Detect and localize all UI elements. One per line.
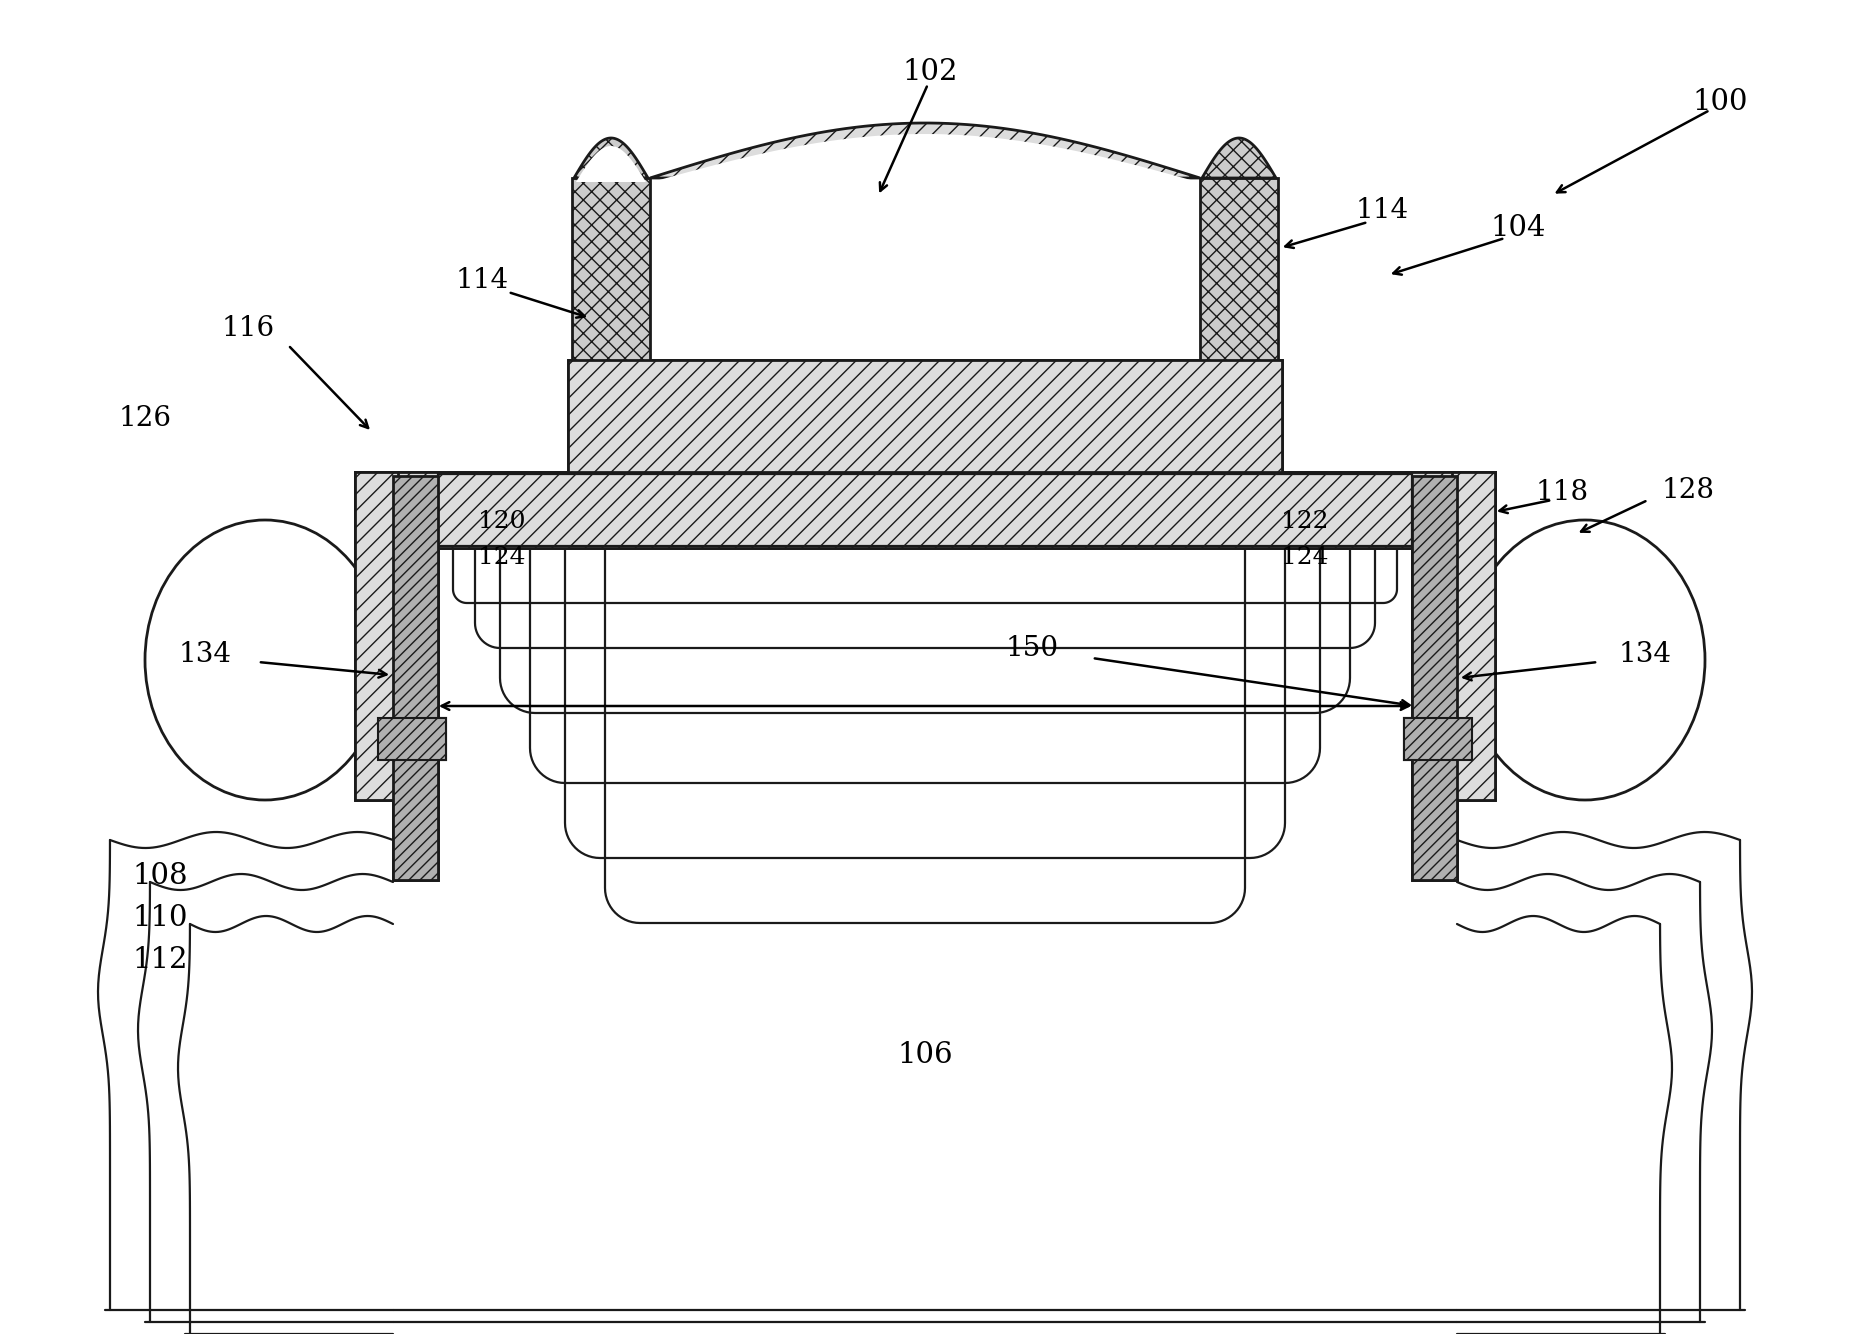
- Polygon shape: [572, 177, 650, 370]
- Polygon shape: [1164, 390, 1225, 418]
- Text: 116: 116: [222, 315, 274, 342]
- Polygon shape: [1055, 390, 1114, 418]
- Text: 134: 134: [178, 642, 231, 668]
- Polygon shape: [378, 718, 446, 760]
- Polygon shape: [900, 418, 940, 472]
- Text: 124: 124: [1281, 547, 1329, 570]
- Text: 128: 128: [1662, 476, 1714, 503]
- Polygon shape: [652, 133, 1198, 181]
- Polygon shape: [1405, 718, 1472, 760]
- Polygon shape: [1120, 418, 1161, 472]
- Polygon shape: [355, 472, 398, 800]
- Text: 134: 134: [1618, 642, 1671, 668]
- Polygon shape: [355, 472, 398, 800]
- Polygon shape: [955, 418, 996, 472]
- Polygon shape: [355, 472, 1496, 548]
- Polygon shape: [568, 360, 1283, 472]
- Polygon shape: [1451, 472, 1496, 800]
- Text: 124: 124: [478, 547, 526, 570]
- Text: 114: 114: [455, 267, 509, 293]
- Polygon shape: [946, 390, 1005, 418]
- Polygon shape: [392, 476, 439, 880]
- Polygon shape: [574, 137, 648, 177]
- Polygon shape: [679, 418, 720, 472]
- Polygon shape: [1412, 476, 1457, 880]
- Text: 102: 102: [901, 57, 957, 85]
- Polygon shape: [890, 390, 950, 418]
- Polygon shape: [1199, 177, 1277, 370]
- Polygon shape: [1451, 472, 1496, 800]
- Polygon shape: [726, 390, 785, 418]
- Polygon shape: [576, 145, 646, 181]
- Ellipse shape: [144, 520, 385, 800]
- Polygon shape: [1000, 390, 1061, 418]
- Polygon shape: [790, 418, 829, 472]
- Ellipse shape: [1464, 520, 1705, 800]
- Polygon shape: [1011, 418, 1050, 472]
- Polygon shape: [1111, 390, 1170, 418]
- Polygon shape: [1175, 418, 1214, 472]
- Text: 122: 122: [1281, 511, 1329, 534]
- Text: 112: 112: [131, 946, 187, 974]
- Text: 106: 106: [898, 1041, 953, 1069]
- Polygon shape: [846, 418, 885, 472]
- Polygon shape: [392, 476, 439, 880]
- Text: 150: 150: [1005, 635, 1059, 662]
- Polygon shape: [1405, 718, 1472, 760]
- Polygon shape: [650, 363, 1199, 366]
- Text: 118: 118: [1536, 479, 1588, 506]
- Polygon shape: [650, 123, 1199, 177]
- Text: 108: 108: [131, 862, 187, 890]
- Polygon shape: [779, 390, 840, 418]
- Text: 110: 110: [131, 904, 187, 932]
- Text: 120: 120: [478, 511, 526, 534]
- Polygon shape: [1412, 476, 1457, 880]
- Text: 114: 114: [1355, 196, 1409, 224]
- Polygon shape: [1201, 137, 1275, 177]
- Text: 100: 100: [1692, 88, 1747, 116]
- Text: 126: 126: [118, 404, 172, 431]
- Polygon shape: [1412, 476, 1457, 880]
- Polygon shape: [392, 476, 439, 880]
- Polygon shape: [835, 390, 896, 418]
- Polygon shape: [735, 418, 776, 472]
- Polygon shape: [568, 360, 1283, 472]
- Polygon shape: [378, 718, 446, 760]
- Polygon shape: [1064, 418, 1105, 472]
- Text: 104: 104: [1490, 213, 1546, 241]
- Polygon shape: [670, 390, 729, 418]
- Polygon shape: [355, 472, 1496, 548]
